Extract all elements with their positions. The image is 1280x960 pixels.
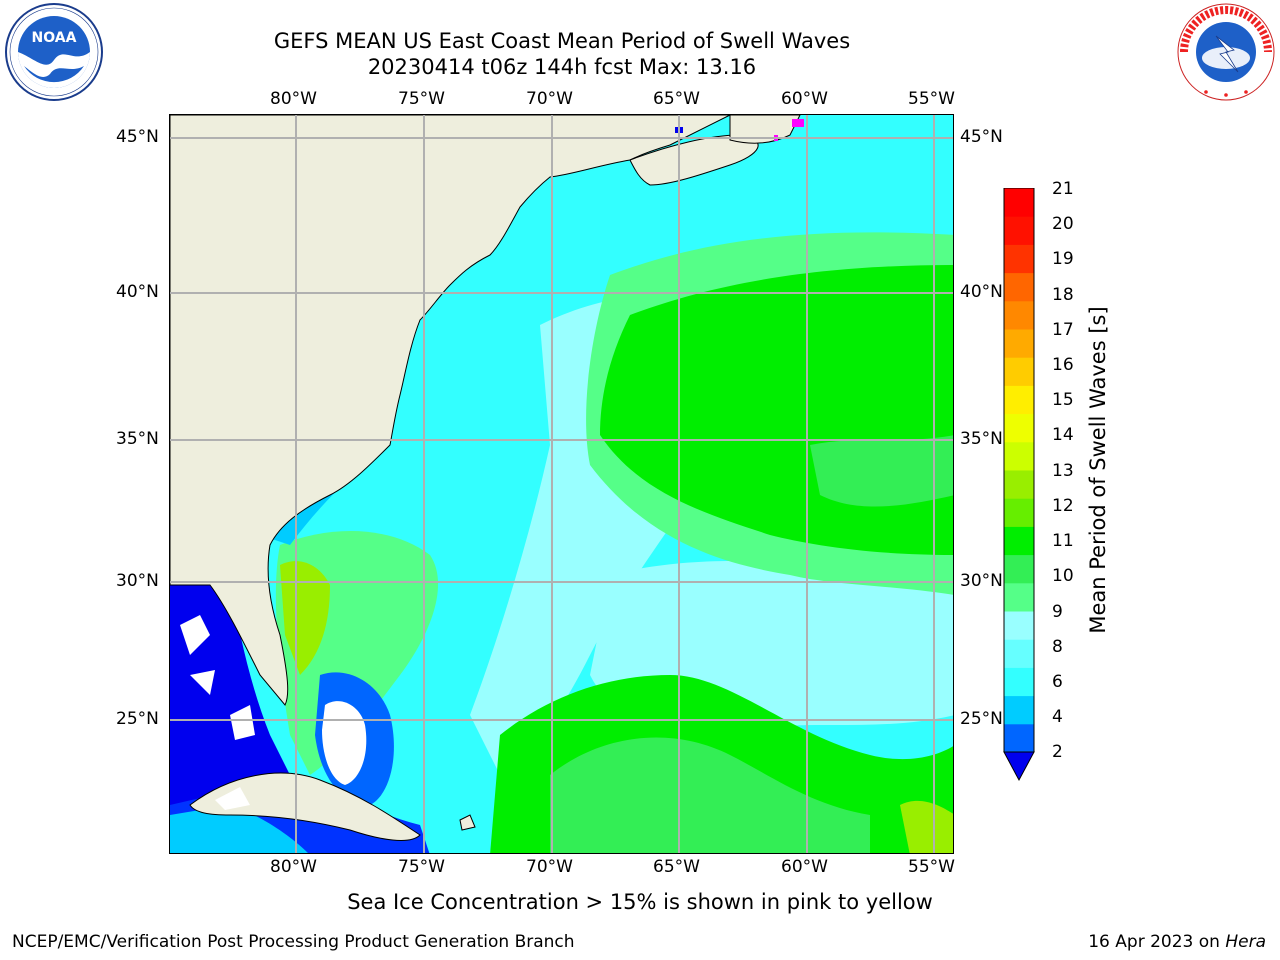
colorbar-segment <box>1004 611 1034 640</box>
lon-label-bottom-70w: 70°W <box>526 857 573 877</box>
lat-label-left-35n: 35°N <box>116 429 159 449</box>
cuba-white-patch <box>215 787 250 810</box>
lon-label-top-60w: 60°W <box>781 89 828 109</box>
lat-label-right-35n: 35°N <box>960 429 1003 449</box>
footer-host: Hera <box>1225 932 1266 952</box>
colorbar-segment <box>1004 582 1034 612</box>
colorbar-segment <box>1004 272 1034 302</box>
colorbar-segment <box>1004 498 1034 527</box>
yellow-green-corner <box>900 800 953 853</box>
colorbar-segment <box>1004 441 1034 471</box>
green-patch-southeast <box>550 737 870 853</box>
map-canvas <box>170 115 953 853</box>
colorbar-segment <box>1004 413 1034 443</box>
colorbar-segment <box>1004 470 1034 499</box>
colorbar-segment <box>1004 329 1034 358</box>
colorbar-segment <box>1004 244 1034 274</box>
lon-label-bottom-55w: 55°W <box>908 857 955 877</box>
lat-label-left-45n: 45°N <box>116 127 159 147</box>
yellow-green-florida <box>280 561 330 675</box>
green-patch-mid <box>810 435 953 507</box>
lon-label-top-80w: 80°W <box>270 89 317 109</box>
lat-label-right-25n: 25°N <box>960 709 1003 729</box>
footer-credit: NCEP/EMC/Verification Post Processing Pr… <box>12 932 575 952</box>
nws-logo <box>1177 3 1275 101</box>
colorbar-label: Mean Period of Swell Waves [s] <box>1086 306 1110 634</box>
colorbar-tick-15: 15 <box>1052 390 1074 410</box>
colorbar-segment <box>1004 216 1034 245</box>
colorbar-tick-11: 11 <box>1052 531 1074 551</box>
colorbar-segment <box>1004 667 1034 697</box>
lon-label-top-70w: 70°W <box>526 89 573 109</box>
lat-label-left-40n: 40°N <box>116 282 159 302</box>
colorbar-tick-14: 14 <box>1052 425 1074 445</box>
noaa-logo: NOAA <box>5 3 103 101</box>
colorbar-tick-12: 12 <box>1052 496 1074 516</box>
noaa-logo-text: NOAA <box>32 30 77 46</box>
land-north-america <box>170 115 731 706</box>
caribbean-cyan <box>170 805 308 853</box>
sea-ice-caption-text: Sea Ice Concentration > 15% is shown in … <box>347 890 933 914</box>
colorbar-tick-20: 20 <box>1052 214 1074 234</box>
title-line-2: 20230414 t06z 144h fcst Max: 13.16 <box>367 55 757 79</box>
lon-label-bottom-75w: 75°W <box>398 857 445 877</box>
bahamas-banks-white <box>322 701 367 785</box>
map-panel[interactable] <box>169 114 954 854</box>
lon-label-top-55w: 55°W <box>908 89 955 109</box>
land-nova-scotia <box>629 134 759 186</box>
colorbar-tick-19: 19 <box>1052 249 1074 269</box>
colorbar-segment <box>1004 723 1034 753</box>
sea-ice-marker-2 <box>792 119 804 127</box>
title-line-1: GEFS MEAN US East Coast Mean Period of S… <box>273 29 851 53</box>
colorbar-tick-16: 16 <box>1052 355 1074 375</box>
lon-label-bottom-80w: 80°W <box>270 857 317 877</box>
footer-date: 16 Apr 2023 on Hera <box>1088 932 1266 952</box>
lat-label-right-40n: 40°N <box>960 282 1003 302</box>
colorbar-tick-6: 6 <box>1052 672 1063 692</box>
colorbar-tick-8: 8 <box>1052 637 1063 657</box>
colorbar-tick-10: 10 <box>1052 566 1074 586</box>
sea-ice-caption: Sea Ice Concentration > 15% is shown in … <box>0 890 1280 914</box>
lat-label-left-25n: 25°N <box>116 709 159 729</box>
footer-date-text: 16 Apr 2023 on <box>1088 932 1226 952</box>
graticule <box>170 115 953 853</box>
land-maritimes <box>729 115 801 144</box>
colorbar-extend-triangle <box>1003 751 1035 782</box>
lat-label-left-30n: 30°N <box>116 571 159 591</box>
colorbar-segment <box>1004 188 1034 217</box>
colorbar-tick-18: 18 <box>1052 285 1074 305</box>
colorbar-segment <box>1004 357 1034 386</box>
lat-label-right-30n: 30°N <box>960 571 1003 591</box>
land-small-island <box>459 814 476 831</box>
colorbar-segment <box>1004 554 1034 584</box>
colorbar-segment <box>1004 526 1034 556</box>
lat-label-right-45n: 45°N <box>960 127 1003 147</box>
colorbar-segment <box>1004 695 1034 725</box>
colorbar-segment <box>1004 639 1034 668</box>
land-cuba <box>189 772 421 841</box>
lon-label-top-75w: 75°W <box>398 89 445 109</box>
colorbar-tick-21: 21 <box>1052 179 1074 199</box>
lon-label-bottom-60w: 60°W <box>781 857 828 877</box>
lon-label-top-65w: 65°W <box>653 89 700 109</box>
colorbar <box>1000 187 1040 788</box>
gulf-white-patches <box>180 615 255 740</box>
colorbar-tick-2: 2 <box>1052 742 1063 762</box>
chart-title: GEFS MEAN US East Coast Mean Period of S… <box>170 28 954 80</box>
colorbar-svg <box>1003 187 1035 782</box>
colorbar-segment <box>1004 300 1034 330</box>
colorbar-tick-4: 4 <box>1052 707 1063 727</box>
colorbar-tick-17: 17 <box>1052 320 1074 340</box>
colorbar-segment <box>1004 385 1034 415</box>
lon-label-bottom-65w: 65°W <box>653 857 700 877</box>
colorbar-tick-9: 9 <box>1052 602 1063 622</box>
colorbar-tick-13: 13 <box>1052 461 1074 481</box>
